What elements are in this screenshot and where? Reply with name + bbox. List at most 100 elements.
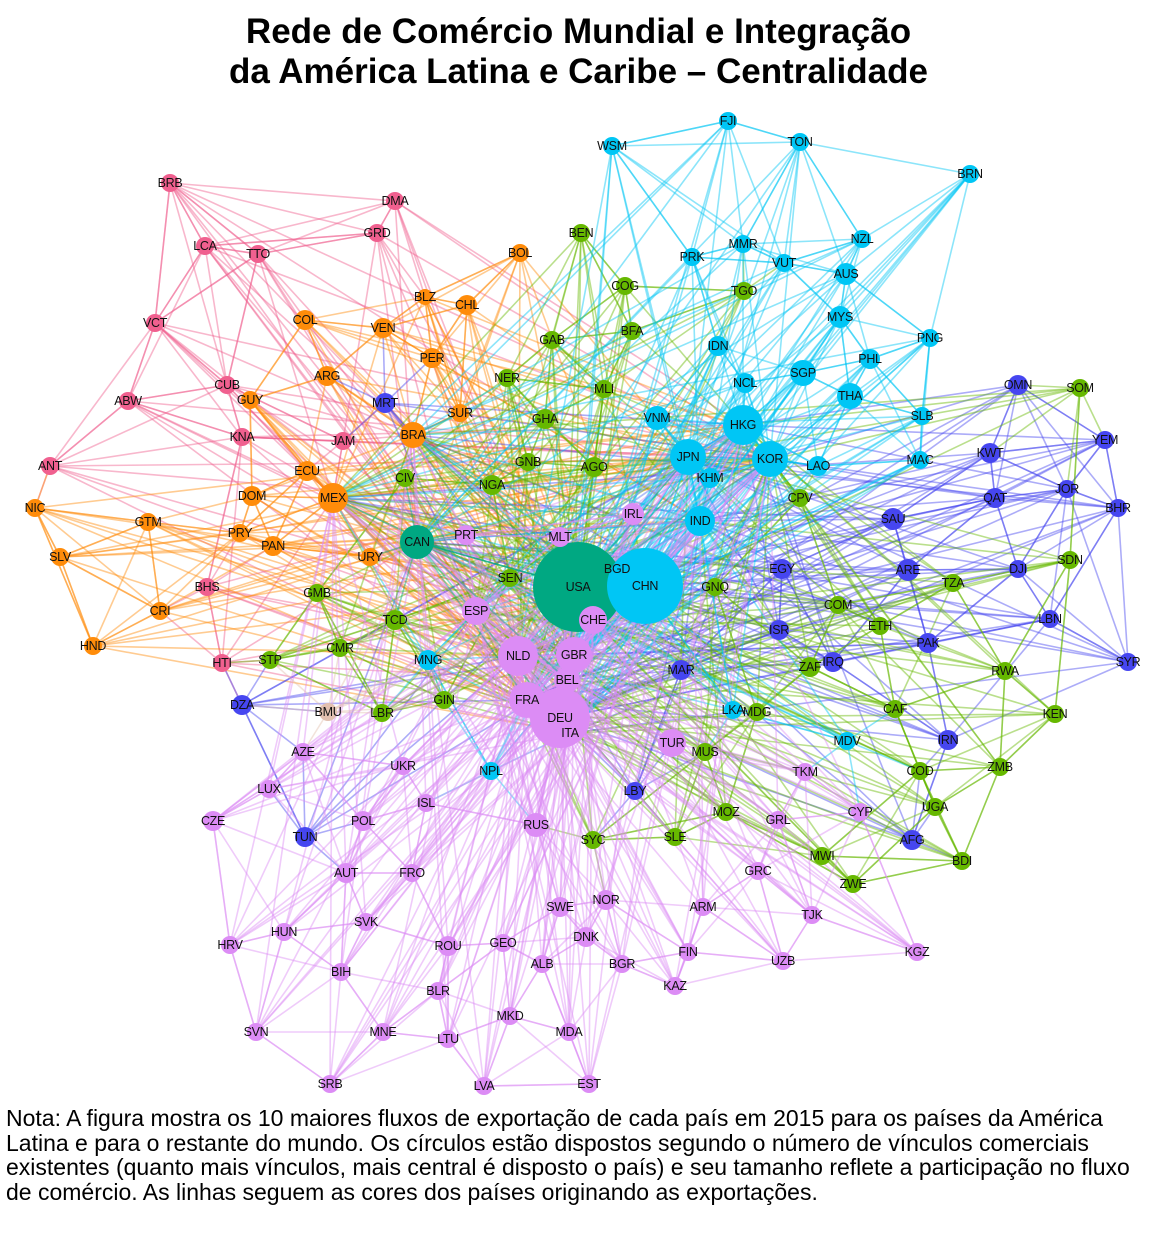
trade-link-png-phl (869, 337, 931, 360)
node-label: HND (80, 639, 106, 653)
trade-link-grc-tjk (757, 870, 813, 916)
trade-link-vut-mys (783, 262, 841, 318)
trade-link-isr-mar (680, 629, 780, 671)
trade-link-mng-mex (332, 497, 429, 661)
trade-link-fji-jpn (687, 120, 729, 458)
node-irl: IRL (622, 503, 644, 525)
trade-link-fin-nor (605, 899, 689, 953)
node-mli: MLI (594, 380, 614, 398)
node-syr: SYR (1116, 653, 1141, 671)
node-che: CHE (579, 606, 607, 634)
trade-link-som-can (416, 387, 1081, 543)
trade-link-tza-deu (559, 582, 954, 719)
trade-link-grl-che (592, 619, 779, 821)
trade-link-hun-bra (283, 434, 414, 933)
node-circle (261, 651, 279, 669)
trade-link-grc-usa (577, 586, 759, 872)
trade-link-stp-lbr (269, 659, 383, 714)
node-circle (275, 923, 293, 941)
trade-link-yem-ind (699, 439, 1106, 522)
node-circle (1109, 499, 1127, 517)
trade-link-tun-dza (241, 704, 306, 838)
node-tun: TUN (293, 827, 318, 847)
trade-link-gtm-pry (147, 521, 241, 534)
node-circle (263, 536, 283, 556)
node-npl: NPL (479, 762, 503, 780)
node-label: MDA (556, 1025, 584, 1039)
node-geo: GEO (490, 934, 517, 952)
trade-link-ken-cod (919, 713, 1056, 772)
trade-link-ton-fji (727, 120, 801, 143)
trade-link-som-kwt (989, 387, 1081, 454)
node-circle (462, 597, 490, 625)
trade-link-rus-esp (475, 610, 537, 826)
trade-link-hnd-gtm (92, 521, 149, 647)
node-label: HUN (271, 925, 297, 939)
trade-link-est-mda (568, 1031, 590, 1085)
trade-link-slb-png (921, 337, 931, 417)
node-circle (41, 457, 59, 475)
node-circle (666, 977, 684, 995)
trade-link-rou-nld (447, 655, 519, 947)
trade-link-jor-kwt (989, 452, 1068, 490)
trade-link-bra-per (412, 357, 433, 436)
trade-link-dji-jpn (687, 456, 1019, 570)
trade-link-rus-swe (535, 824, 561, 908)
trade-link-mys-vut (783, 262, 841, 318)
trade-link-mrt-arg (326, 375, 386, 404)
trade-link-sau-ind (699, 518, 894, 522)
trade-link-nic-hnd (34, 507, 94, 647)
trade-link-mrt-per (384, 357, 433, 404)
node-label: VEN (371, 321, 396, 335)
trade-link-brb-bel (169, 182, 568, 681)
trade-link-hnd-usa (92, 586, 579, 647)
trade-link-bol-can (416, 252, 521, 543)
node-circle (723, 405, 763, 445)
trade-link-gab-can (416, 339, 553, 543)
trade-link-lca-brb (169, 182, 206, 247)
trade-link-rwa-tza (952, 582, 1006, 672)
node-label: SAU (881, 512, 906, 526)
node-circle (26, 499, 44, 517)
trade-link-slv-cri (59, 556, 161, 612)
trade-link-mne-nld (382, 655, 519, 1033)
trade-link-uga-usa (577, 586, 936, 808)
trade-link-rwa-bra (412, 434, 1006, 672)
node-circle (623, 322, 641, 340)
node-guy: GUY (237, 391, 264, 409)
node-label: ISL (417, 796, 435, 810)
trade-link-tza-eth (879, 582, 954, 627)
trade-link-mli-ner (506, 377, 605, 390)
node-circle (221, 936, 239, 954)
trade-link-brn-png (929, 173, 971, 339)
trade-link-fji-bra (412, 120, 729, 436)
trade-link-nzl-vut (783, 238, 863, 264)
node-label: BOL (508, 246, 532, 260)
trade-link-mex-jpn (332, 456, 689, 499)
trade-link-ago-mli (593, 388, 605, 468)
trade-link-pak-gbr (573, 642, 929, 656)
node-uga: UGA (922, 798, 949, 816)
trade-link-idn-jpn (687, 345, 719, 458)
trade-link-irq-egy (781, 568, 834, 663)
trade-link-bmu-fra (327, 699, 528, 713)
trade-link-col-arg (304, 319, 328, 377)
trade-link-arm-ind (699, 520, 704, 908)
trade-link-kgz-grc (757, 870, 918, 953)
trade-link-gab-gha (544, 339, 553, 420)
trade-link-mus-syc (592, 751, 706, 841)
node-circle (1119, 653, 1137, 671)
trade-link-mwi-uga (821, 806, 936, 857)
trade-link-omn-kor (769, 384, 1019, 460)
trade-link-brb-bra (169, 182, 414, 436)
title-line-2: da América Latina e Caribe – Centralidad… (229, 52, 928, 91)
trade-link-moz-mus (704, 751, 727, 813)
trade-link-slv-deu (59, 556, 561, 719)
trade-link-lux-nld (268, 655, 519, 790)
node-cub: CUB (214, 376, 240, 394)
trade-link-bel-can (416, 541, 568, 681)
trade-link-arg-bra (326, 375, 414, 436)
trade-link-ury-ecu (306, 470, 371, 558)
node-circle (823, 652, 843, 672)
trade-link-zaf-gnq (714, 586, 811, 668)
